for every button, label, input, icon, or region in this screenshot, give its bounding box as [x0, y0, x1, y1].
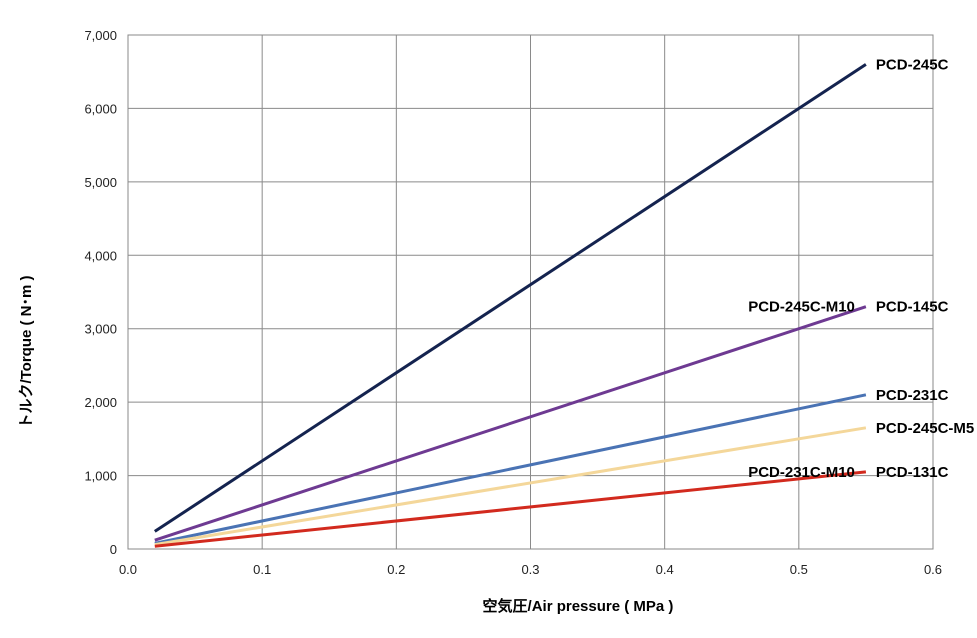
y-tick-label: 4,000: [84, 248, 117, 263]
x-tick-label: 0.2: [387, 562, 405, 577]
x-tick-label: 0.6: [924, 562, 942, 577]
y-tick-label: 0: [110, 542, 117, 557]
y-tick-label: 6,000: [84, 101, 117, 116]
y-tick-labels: 0 1,000 2,000 3,000 4,000 5,000 6,000 7,000: [84, 28, 117, 557]
grid: [128, 35, 933, 549]
y-tick-label: 1,000: [84, 469, 117, 484]
y-tick-label: 5,000: [84, 175, 117, 190]
x-tick-label: 0.4: [656, 562, 674, 577]
series-label-pcd-131c: PCD-131C: [876, 464, 949, 481]
x-tick-labels: 0.0 0.1 0.2 0.3 0.4 0.5 0.6: [119, 562, 942, 577]
series-label-pcd-231c: PCD-231C: [876, 387, 949, 404]
series-line-pcd-231c: [154, 393, 867, 545]
series-lines: [153, 63, 867, 548]
x-tick-label: 0.3: [521, 562, 539, 577]
series-line-pcd-245c: [153, 63, 867, 533]
series-label-pcd-145c: PCD-145C: [876, 299, 949, 316]
series-label-pcd-245c-m5: PCD-245C-M5: [876, 420, 974, 437]
x-tick-label: 0.1: [253, 562, 271, 577]
x-axis-title: 空気圧/Air pressure ( MPa ): [483, 597, 674, 615]
series-line-pcd-245c-m5: [154, 426, 867, 547]
series-label-pcd-245c: PCD-245C: [876, 56, 949, 73]
series-label-pcd-231c-m10: PCD-231C-M10: [748, 464, 855, 481]
y-axis-title: トルク/Torque ( N･m ): [18, 275, 35, 428]
x-tick-label: 0.5: [790, 562, 808, 577]
series-label-pcd-245c-m10: PCD-245C-M10: [748, 299, 855, 316]
y-tick-label: 3,000: [84, 322, 117, 337]
series-labels: PCD-245C PCD-145C PCD-245C-M10 PCD-231C PCD-…: [748, 56, 974, 481]
series-line-pcd-145c: [154, 305, 867, 542]
series-line-pcd-131c: [154, 470, 867, 548]
y-tick-label: 2,000: [84, 395, 117, 410]
y-tick-label: 7,000: [84, 28, 117, 43]
x-tick-label: 0.0: [119, 562, 137, 577]
